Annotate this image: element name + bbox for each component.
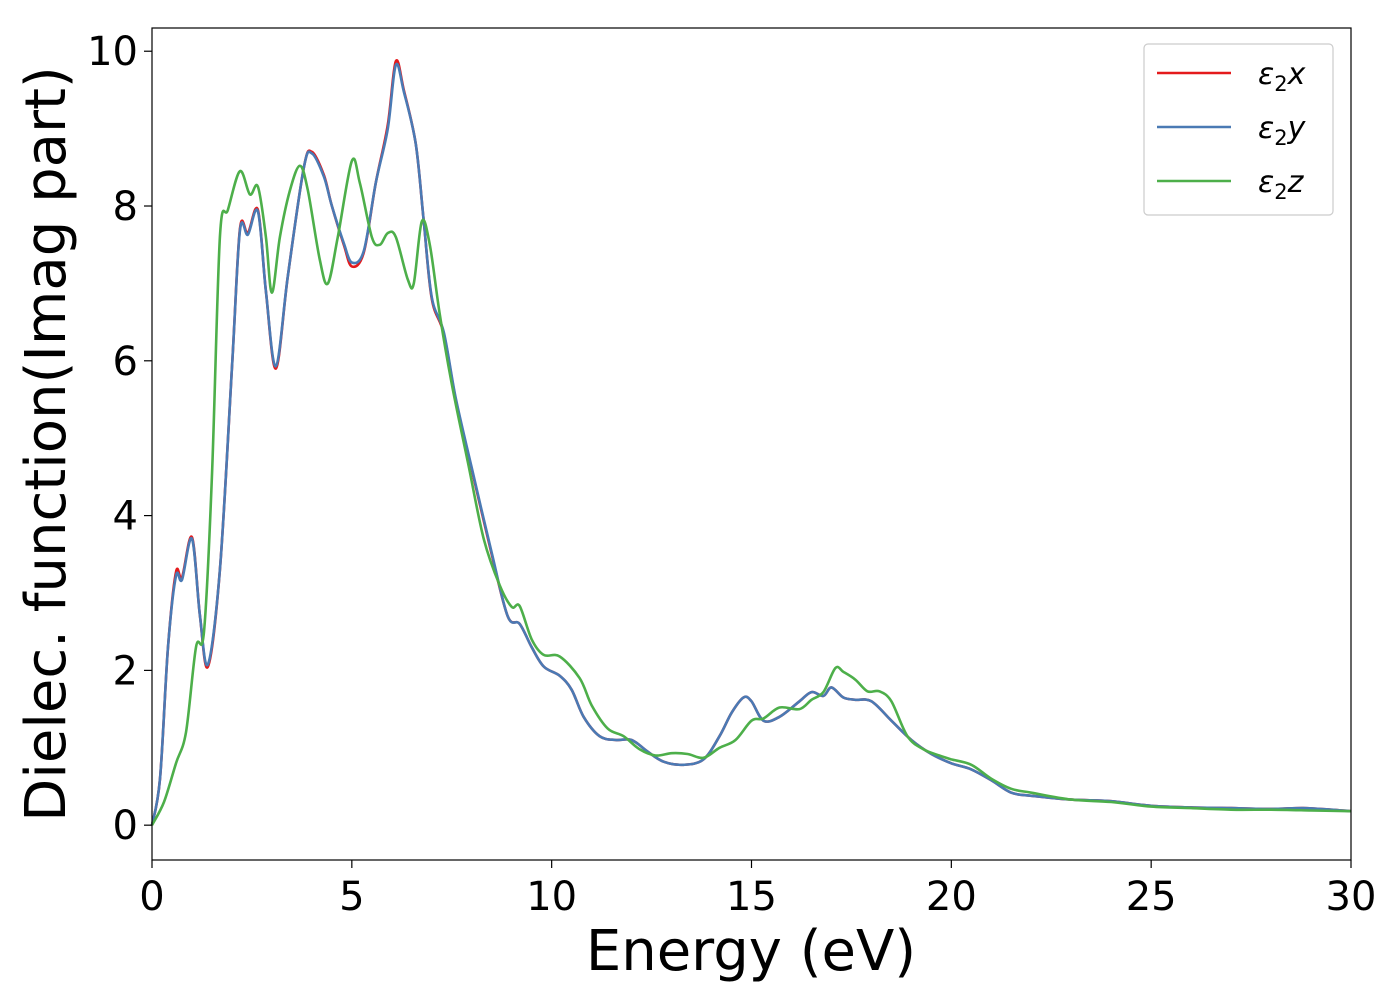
- y-tick-label: 6: [113, 339, 138, 385]
- legend-label-y: ε2y: [1258, 111, 1307, 150]
- legend-box: [1143, 43, 1334, 216]
- y-tick-label: 4: [113, 494, 138, 540]
- x-tick-label: 10: [526, 874, 577, 920]
- x-tick-label: 5: [339, 874, 364, 920]
- legend-label-z: ε2z: [1258, 165, 1305, 204]
- series-line-y: [150, 62, 1352, 826]
- x-tick-label: 30: [1326, 874, 1377, 920]
- y-axis-label: Dielec. function(Imag part): [14, 66, 79, 822]
- x-tick-label: 15: [726, 874, 777, 920]
- y-tick-label: 2: [113, 648, 138, 694]
- series-line-z: [150, 157, 1352, 826]
- y-tick-label: 8: [113, 184, 138, 230]
- legend: ε2x ε2y ε2z: [1143, 43, 1334, 216]
- x-tick-label: 20: [926, 874, 977, 920]
- y-tick-label: 0: [113, 803, 138, 849]
- plot-area: [150, 58, 1352, 826]
- y-axis: 0 2 4 6 8 10: [87, 29, 152, 849]
- y-tick-label: 10: [87, 29, 138, 75]
- x-axis-label: Energy (eV): [586, 919, 916, 984]
- x-axis: 0 5 10 15 20 25 30: [139, 860, 1376, 920]
- x-tick-label: 0: [139, 874, 164, 920]
- legend-label-x: ε2x: [1258, 57, 1306, 96]
- x-tick-label: 25: [1126, 874, 1177, 920]
